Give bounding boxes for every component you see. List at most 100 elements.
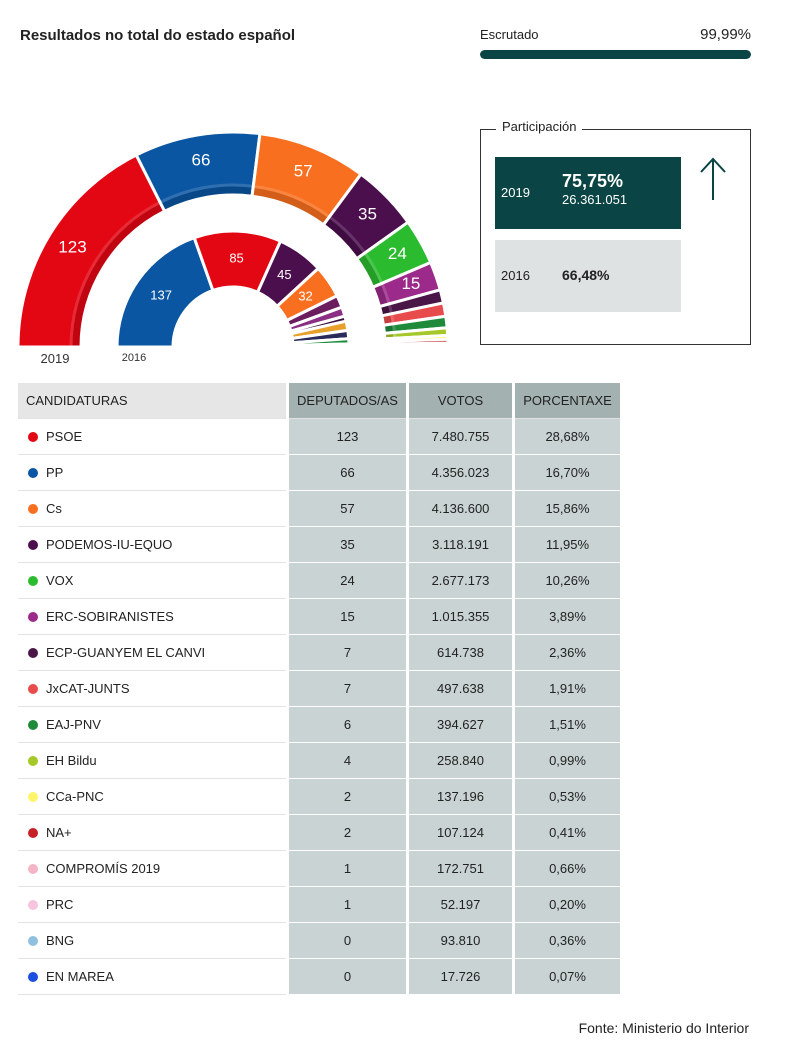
party-cell: PSOE [18, 418, 288, 455]
cell-text: 123 [336, 429, 359, 444]
party-dot [28, 468, 38, 478]
segment [291, 344, 351, 349]
cell-text: 16,70% [545, 465, 590, 480]
cell-text: 0 [343, 969, 352, 984]
cell-text: 28,68% [545, 429, 590, 444]
participation-box [480, 129, 751, 345]
cell-text: 394.627 [437, 717, 484, 732]
table-row: ERC-SOBIRANISTES 15 1.015.355 3,89% [18, 598, 620, 635]
party-name: BNG [46, 933, 75, 948]
party-name: JxCAT-JUNTS [46, 681, 130, 696]
cell: 1 [286, 850, 408, 887]
table-row: JxCAT-JUNTS 7 497.638 1,91% [18, 670, 620, 707]
cell-text: 4 [343, 753, 352, 768]
segment-label: 137 [150, 288, 172, 303]
party-dot [28, 756, 38, 766]
cell: 0,20% [512, 886, 620, 923]
cell: 1,51% [512, 706, 620, 743]
cell: 16,70% [512, 454, 620, 491]
segment-shade [383, 344, 397, 349]
cell-text: 1 [343, 897, 352, 912]
party-dot [28, 684, 38, 694]
cell-text: 2.677.173 [431, 573, 490, 588]
cell: 2 [286, 814, 408, 851]
cell: 28,68% [512, 418, 620, 455]
cell-text: 0,66% [549, 861, 586, 876]
cell-text: 1,91% [549, 681, 586, 696]
cell: 35 [286, 526, 408, 563]
cell-text: 7 [343, 645, 352, 660]
column-header: CANDIDATURAS [18, 383, 288, 419]
segment-label: 45 [277, 267, 291, 282]
segment [383, 343, 450, 349]
cell: 7 [286, 670, 408, 707]
party-cell: VOX [18, 562, 288, 599]
cell-text: 11,95% [545, 537, 590, 552]
cell-text: 137.196 [437, 789, 484, 804]
cell: 7.480.755 [406, 418, 514, 455]
party-name: NA+ [46, 825, 72, 840]
cell: 11,95% [512, 526, 620, 563]
cell: 107.124 [406, 814, 514, 851]
cell: 10,26% [512, 562, 620, 599]
party-cell: ECP-GUANYEM EL CANVI [18, 634, 288, 671]
cell: 0 [286, 922, 408, 959]
scrutiny-value: 99,99% [700, 26, 751, 43]
party-name: Cs [46, 501, 62, 516]
segment-label: 85 [229, 251, 243, 266]
scrutiny-label: Escrutado [480, 27, 539, 42]
party-dot [28, 792, 38, 802]
cell-text: 0 [343, 933, 352, 948]
party-dot [28, 828, 38, 838]
cell: 2,36% [512, 634, 620, 671]
cell-text: 2 [343, 825, 352, 840]
cell-text: 497.638 [437, 681, 484, 696]
cell: 0,99% [512, 742, 620, 779]
cell-text: 1 [343, 861, 352, 876]
segment-label: 57 [294, 162, 313, 181]
table-row: PODEMOS-IU-EQUO 35 3.118.191 11,95% [18, 526, 620, 563]
party-name: CCa-PNC [46, 789, 104, 804]
party-dot [28, 900, 38, 910]
cell-text: 0,53% [549, 789, 586, 804]
cell: 2.677.173 [406, 562, 514, 599]
cell: 57 [286, 490, 408, 527]
votes: 26.361.051 [562, 192, 628, 207]
party-cell: PODEMOS-IU-EQUO [18, 526, 288, 563]
party-dot [28, 936, 38, 946]
cell-text: 66 [340, 465, 355, 480]
cell-text: 0,36% [549, 933, 586, 948]
party-cell: EH Bildu [18, 742, 288, 779]
cell-text: 24 [340, 573, 355, 588]
participation-title: Participación [496, 119, 583, 134]
party-dot [28, 612, 38, 622]
cell-text: 3,89% [549, 609, 586, 624]
year: 2016 [501, 268, 530, 283]
cell-text: 0,99% [549, 753, 586, 768]
cell-text: 15 [340, 609, 355, 624]
party-cell: EAJ-PNV [18, 706, 288, 743]
cell-text: 17.726 [440, 969, 481, 984]
party-cell: Cs [18, 490, 288, 527]
cell-text: 1.015.355 [431, 609, 490, 624]
table-row: COMPROMÍS 2019 1 172.751 0,66% [18, 850, 620, 887]
cell-text: 57 [340, 501, 355, 516]
cell: 15,86% [512, 490, 620, 527]
table-row: NA+ 2 107.124 0,41% [18, 814, 620, 851]
party-dot [28, 540, 38, 550]
cell: 15 [286, 598, 408, 635]
cell-text: 4.136.600 [431, 501, 490, 516]
percent: 75,75% [562, 171, 624, 191]
party-dot [28, 720, 38, 730]
party-cell: ERC-SOBIRANISTES [18, 598, 288, 635]
chart-label: 2019 [41, 351, 70, 366]
segment-label: 24 [388, 244, 407, 263]
cell: 4.356.023 [406, 454, 514, 491]
cell: 4 [286, 742, 408, 779]
cell-text: 6 [343, 717, 352, 732]
cell-text: 0,41% [549, 825, 586, 840]
progress-bar [480, 50, 751, 59]
column-header: PORCENTAXE [512, 383, 620, 419]
table-row: Cs 57 4.136.600 15,86% [18, 490, 620, 527]
segment-label: 35 [358, 204, 377, 223]
